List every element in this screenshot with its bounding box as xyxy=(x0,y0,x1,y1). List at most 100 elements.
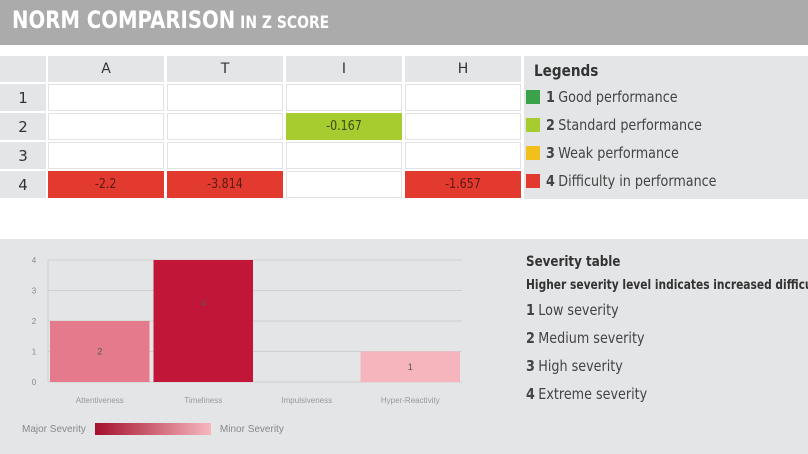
table-cell xyxy=(48,113,164,140)
severity-bar-chart: 0 1 2 3 4 2 Attentiveness 4 Timeliness Impulsiven… xyxy=(32,256,462,405)
severity-label: Medium severity xyxy=(538,329,645,347)
severity-item-medium: 2 Medium severity xyxy=(526,329,764,349)
norm-comparison-section: A T I H 1 2 -0.167 3 4 -2.2 -3.814 -1.65… xyxy=(0,56,808,202)
legend-text: 3 Weak performance xyxy=(546,144,679,162)
severity-item-extreme: 4 Extreme severity xyxy=(526,385,764,405)
row-header-1: 1 xyxy=(0,84,46,111)
row-header-2: 2 xyxy=(0,113,46,140)
legend-label: Standard performance xyxy=(558,116,702,134)
severity-number: 4 xyxy=(526,385,535,403)
severity-label: Low severity xyxy=(538,301,619,319)
legend-swatch xyxy=(526,174,540,188)
y-tick-label: 3 xyxy=(32,287,37,296)
x-tick-label: Timeliness xyxy=(184,396,222,405)
severity-item-low: 1 Low severity xyxy=(526,301,764,321)
severity-label: Extreme severity xyxy=(538,385,648,403)
y-tick-label: 2 xyxy=(32,317,37,326)
legend-number: 3 xyxy=(546,144,555,162)
legend-item-standard: 2 Standard performance xyxy=(526,115,730,135)
legend-label: Good performance xyxy=(558,88,678,106)
x-tick-label: Hyper-Reactivity xyxy=(381,396,440,405)
legend-item-difficulty: 4 Difficulty in performance xyxy=(526,171,747,191)
scale-right-label: Minor Severity xyxy=(219,423,284,435)
severity-number: 2 xyxy=(526,329,535,347)
y-tick-label: 1 xyxy=(32,348,37,357)
row-header-3: 3 xyxy=(0,142,46,169)
cell-value: -2.2 xyxy=(95,177,117,192)
legend-item-good: 1 Good performance xyxy=(526,87,701,107)
table-cell xyxy=(48,142,164,169)
bar-attentiveness xyxy=(50,321,150,382)
cell-value: -3.814 xyxy=(207,177,243,192)
page-header: NORM COMPARISON IN Z SCORE xyxy=(0,0,808,45)
severity-table-panel: Severity table Higher severity level ind… xyxy=(526,254,808,405)
bar-data-label: 4 xyxy=(201,298,206,308)
legend-text: 2 Standard performance xyxy=(546,116,702,134)
row-header-label: 4 xyxy=(18,175,28,194)
legend-swatch xyxy=(526,146,540,160)
column-header-a: A xyxy=(48,56,164,82)
x-tick-label: Attentiveness xyxy=(76,396,124,405)
legend-label: Difficulty in performance xyxy=(558,172,717,190)
table-cell xyxy=(405,84,521,111)
bar-timeliness xyxy=(153,260,253,382)
table-corner xyxy=(0,56,46,82)
scale-left-label: Major Severity xyxy=(22,423,86,435)
severity-number: 3 xyxy=(526,357,535,375)
legend-swatch xyxy=(526,90,540,104)
legend-number: 1 xyxy=(546,88,555,106)
legend-label: Weak performance xyxy=(558,144,679,162)
y-tick-label: 0 xyxy=(32,378,37,387)
severity-item-high: 3 High severity xyxy=(526,357,764,377)
severity-gradient-bar xyxy=(94,423,211,435)
table-cell-difficulty: -1.657 xyxy=(405,171,521,198)
table-cell-difficulty: -3.814 xyxy=(167,171,283,198)
severity-color-scale: Major Severity Minor Severity xyxy=(22,423,284,435)
legend-panel: Legends 1 Good performance 2 Standard perf… xyxy=(524,56,808,199)
legend-text: 1 Good performance xyxy=(546,88,678,106)
table-cell-standard: -0.167 xyxy=(286,113,402,140)
severity-table-subtitle: Higher severity level indicates increase… xyxy=(526,278,808,293)
bar-hyper-reactivity xyxy=(360,351,460,382)
row-header-label: 3 xyxy=(18,146,28,165)
severity-section: 0 1 2 3 4 2 Attentiveness 4 Timeliness Impulsiven… xyxy=(0,239,808,454)
y-tick-label: 4 xyxy=(32,256,37,265)
legend-number: 4 xyxy=(546,172,555,190)
severity-table-title: Severity table xyxy=(526,254,621,270)
column-header-h: H xyxy=(405,56,521,82)
table-cell xyxy=(167,113,283,140)
column-header-label: A xyxy=(101,61,111,77)
bar-data-label: 1 xyxy=(408,362,413,372)
legend-text: 4 Difficulty in performance xyxy=(546,172,717,190)
cell-value: -0.167 xyxy=(326,119,362,134)
table-cell xyxy=(286,171,402,198)
table-cell-difficulty: -2.2 xyxy=(48,171,164,198)
column-header-i: I xyxy=(286,56,402,82)
bar-data-label: 2 xyxy=(97,347,102,357)
severity-label: High severity xyxy=(538,357,623,375)
legend-title: Legends xyxy=(534,61,599,80)
table-cell xyxy=(167,142,283,169)
legend-swatch xyxy=(526,118,540,132)
table-cell xyxy=(405,142,521,169)
column-header-label: I xyxy=(341,61,347,77)
row-header-4: 4 xyxy=(0,171,46,198)
legend-number: 2 xyxy=(546,116,555,134)
table-cell xyxy=(167,84,283,111)
cell-value: -1.657 xyxy=(445,177,481,192)
table-cell xyxy=(405,113,521,140)
page-title: NORM COMPARISON IN Z SCORE xyxy=(12,6,329,34)
page-title-text: NORM COMPARISON xyxy=(12,6,236,34)
severity-number: 1 xyxy=(526,301,535,319)
column-header-t: T xyxy=(167,56,283,82)
column-header-label: T xyxy=(220,61,230,77)
row-header-label: 1 xyxy=(18,88,28,107)
page-subtitle: IN Z SCORE xyxy=(240,13,330,33)
table-cell xyxy=(48,84,164,111)
table-cell xyxy=(286,84,402,111)
column-header-label: H xyxy=(457,61,469,77)
row-header-label: 2 xyxy=(18,117,28,136)
legend-item-weak: 3 Weak performance xyxy=(526,143,702,163)
table-cell xyxy=(286,142,402,169)
x-tick-label: Impulsiveness xyxy=(281,396,332,405)
